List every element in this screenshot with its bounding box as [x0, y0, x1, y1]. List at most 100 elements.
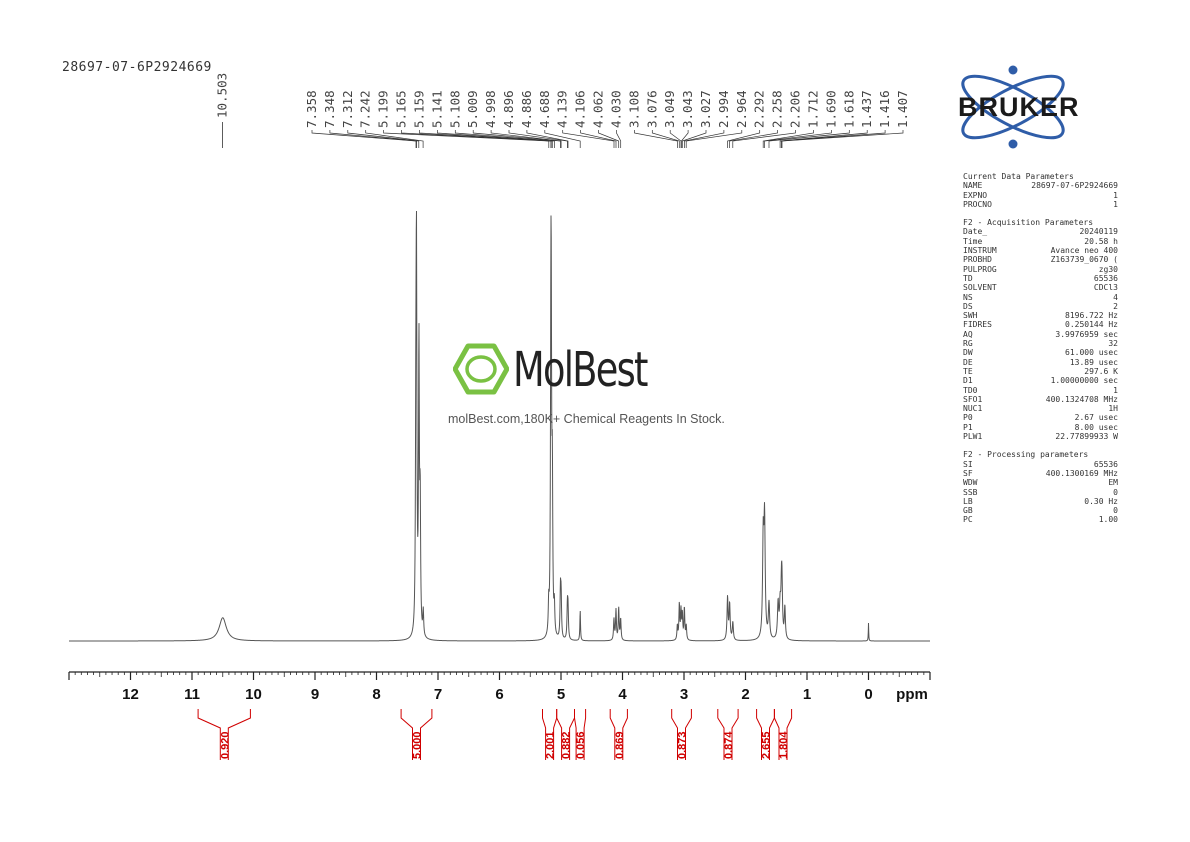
- peak-label: 4.139: [555, 90, 570, 128]
- peak-label-leader: [437, 130, 553, 148]
- integral-bracket: [400, 709, 433, 760]
- params-acquisition-header: F2 - Acquisition Parameters: [963, 218, 1094, 228]
- peak-label-leader: [490, 130, 562, 148]
- peak-label: 5.159: [412, 90, 427, 128]
- param-value: 28697-07-6P2924669: [1031, 181, 1118, 191]
- param-key: SSB: [963, 487, 978, 497]
- param-row: PROBHD Z163739_0670 (: [963, 255, 1118, 264]
- param-row: DS 2: [963, 302, 1118, 311]
- peak-label-leader: [681, 130, 707, 148]
- peak-label-leader: [781, 130, 886, 148]
- x-tick-label: 10: [245, 686, 262, 703]
- x-tick-label: 1: [803, 686, 811, 703]
- param-row: AQ 3.9976959 sec: [963, 330, 1118, 339]
- param-key: GB: [963, 506, 973, 516]
- peak-label: 5.199: [376, 90, 391, 128]
- param-row: DE 13.89 usec: [963, 358, 1118, 367]
- integral-value: 0.056: [575, 731, 587, 759]
- peak-label-leader: [669, 130, 682, 148]
- param-key: WDW: [963, 478, 978, 488]
- param-value: Avance neo 400: [1050, 246, 1118, 256]
- peak-label-leader: [762, 130, 814, 148]
- peak-label-leader: [779, 130, 868, 148]
- peak-label-leader: [580, 130, 617, 148]
- integral-value: 0.882: [561, 731, 573, 759]
- peak-label-leader: [347, 130, 420, 148]
- param-value: 1.00: [1098, 515, 1118, 525]
- param-key: PC: [963, 515, 973, 525]
- molbest-logo-text: MolBest: [513, 342, 648, 398]
- integral-group: 0.920 5.000 2.001 0.882 0.056 0.869 0.873 0.874…: [197, 709, 793, 760]
- peak-label-leader: [768, 130, 850, 148]
- peak-label-leader: [727, 130, 761, 148]
- sample-id: 28697-07-6P2924669: [62, 60, 212, 75]
- param-key: PLW1: [963, 432, 983, 442]
- param-row: PC 1.00: [963, 515, 1118, 524]
- molbest-tagline: molBest.com,180K+ Chemical Reagents In S…: [448, 412, 725, 426]
- peak-label-leader: [781, 130, 904, 148]
- param-key: INSTRUM: [963, 246, 997, 256]
- integral-bracket: [574, 709, 587, 760]
- peak-label-leader: [681, 130, 689, 148]
- param-row: TD0 1: [963, 386, 1118, 395]
- param-value: 0: [1113, 506, 1118, 516]
- param-key: TD: [963, 273, 973, 283]
- param-value: 8.00 usec: [1074, 422, 1118, 432]
- x-tick-label: 9: [311, 686, 319, 703]
- x-tick-label: 3: [680, 686, 688, 703]
- peak-label: 4.688: [537, 90, 552, 128]
- params-processing-header: F2 - Processing parameters: [963, 450, 1089, 460]
- peak-label: 4.106: [573, 90, 588, 128]
- param-value: 20240119: [1079, 227, 1118, 237]
- param-value: 1: [1113, 199, 1118, 209]
- param-row: SFO1 400.1324708 MHz: [963, 395, 1118, 404]
- param-row: SOLVENT CDCl3: [963, 283, 1118, 292]
- param-key: DE: [963, 357, 973, 367]
- param-key: SFO1: [963, 394, 983, 404]
- param-value: 22.77899933 W: [1055, 432, 1118, 442]
- molbest-logo: MolBest molBest.com,180K+ Chemical Reage…: [448, 340, 753, 440]
- param-value: zg30: [1098, 264, 1118, 274]
- integral-value: 2.655: [761, 731, 773, 759]
- param-value: 65536: [1093, 459, 1118, 469]
- param-row: EXPNO 1: [963, 191, 1118, 200]
- bruker-logo: BRUKER: [955, 62, 1120, 152]
- peak-label-leader: [764, 130, 832, 148]
- param-row: Date_ 20240119: [963, 227, 1118, 236]
- param-row: RG 32: [963, 339, 1118, 348]
- param-row: TE 297.6 K: [963, 367, 1118, 376]
- peak-label-leader: [598, 130, 620, 148]
- peak-label: 3.027: [698, 90, 713, 128]
- x-tick-label: 6: [495, 686, 503, 703]
- param-row: SF 400.1300169 MHz: [963, 469, 1118, 478]
- param-key: DW: [963, 348, 973, 358]
- integral-bracket: [773, 709, 793, 760]
- param-row: DW 61.000 usec: [963, 348, 1118, 357]
- peak-label: 4.062: [591, 90, 606, 128]
- param-row: SI 65536: [963, 460, 1118, 469]
- param-value: 20.58 h: [1084, 236, 1118, 246]
- benzene-icon: [453, 343, 509, 395]
- param-value: 3.9976959 sec: [1055, 329, 1118, 339]
- param-key: NUC1: [963, 404, 983, 414]
- x-tick-label: 2: [741, 686, 749, 703]
- peak-label: 1.407: [895, 90, 910, 128]
- peak-label: 5.141: [429, 90, 444, 128]
- acquisition-parameters: Current Data Parameters NAME 28697-07-6P2…: [963, 172, 1118, 525]
- param-row: WDW EM: [963, 478, 1118, 487]
- x-tick-label: 5: [557, 686, 565, 703]
- integral-value: 0.920: [219, 731, 231, 759]
- peak-label-leader: [732, 130, 796, 148]
- peak-label-leader: [419, 130, 552, 148]
- integral-value: 0.874: [723, 731, 735, 759]
- param-row: PLW1 22.77899933 W: [963, 432, 1118, 441]
- peak-label: 1.712: [806, 90, 821, 128]
- param-value: 400.1324708 MHz: [1045, 394, 1118, 404]
- param-value: 400.1300169 MHz: [1045, 468, 1118, 478]
- peak-label: 10.503: [215, 73, 230, 118]
- param-row: TD 65536: [963, 274, 1118, 283]
- peak-label: 7.312: [340, 90, 355, 128]
- param-key: FIDRES: [963, 320, 992, 330]
- peak-label: 7.242: [358, 90, 373, 128]
